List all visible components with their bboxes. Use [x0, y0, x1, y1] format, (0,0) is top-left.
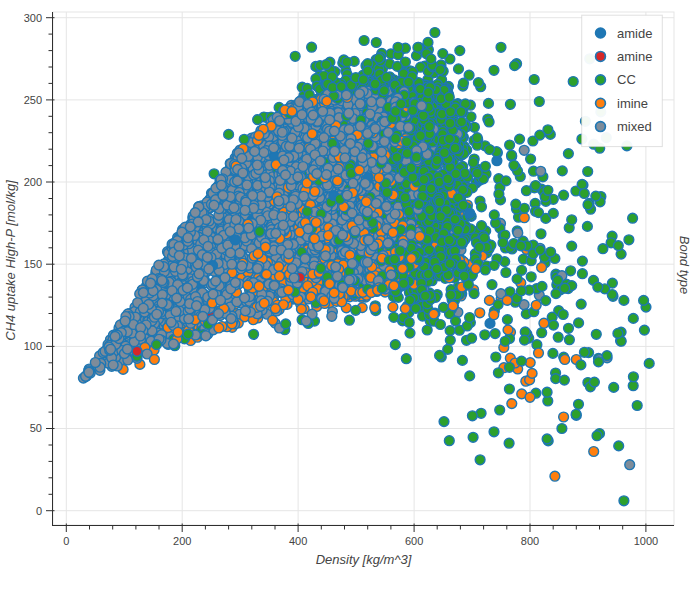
svg-text:mixed: mixed: [617, 119, 652, 134]
svg-text:200: 200: [24, 176, 42, 188]
svg-text:amide: amide: [617, 26, 652, 41]
svg-text:1000: 1000: [634, 535, 658, 547]
svg-text:0: 0: [63, 535, 69, 547]
svg-text:CC: CC: [617, 72, 636, 87]
svg-text:800: 800: [521, 535, 539, 547]
svg-text:CH4 uptake High-P [mol/kg]: CH4 uptake High-P [mol/kg]: [3, 180, 18, 341]
svg-text:0: 0: [36, 505, 42, 517]
svg-text:Density [kg/m^3]: Density [kg/m^3]: [316, 552, 412, 567]
svg-text:Bond type: Bond type: [677, 236, 692, 295]
svg-text:100: 100: [24, 340, 42, 352]
svg-text:600: 600: [405, 535, 423, 547]
svg-text:200: 200: [173, 535, 191, 547]
svg-text:imine: imine: [617, 96, 648, 111]
svg-text:250: 250: [24, 94, 42, 106]
svg-text:300: 300: [24, 12, 42, 24]
svg-text:400: 400: [289, 535, 307, 547]
svg-text:150: 150: [24, 258, 42, 270]
svg-text:50: 50: [30, 422, 42, 434]
svg-text:amine: amine: [617, 49, 652, 64]
